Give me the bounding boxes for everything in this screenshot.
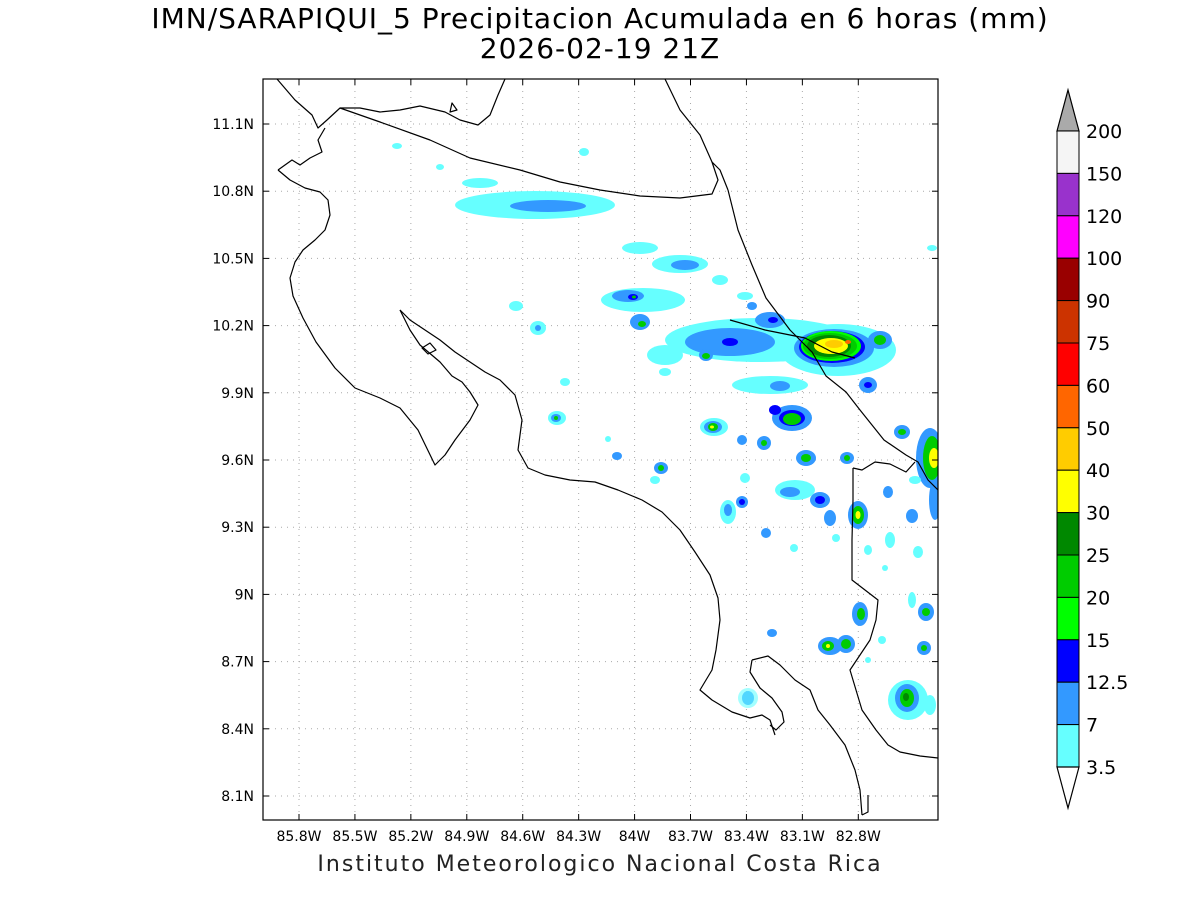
- colorbar-label: 60: [1086, 375, 1110, 397]
- colorbar-swatch: [1056, 300, 1080, 344]
- colorbar-swatch: [1056, 681, 1080, 726]
- colorbar-swatch: [1056, 342, 1080, 386]
- colorbar-swatch: [1056, 384, 1080, 429]
- rain-cell: [509, 242, 728, 335]
- colorbar-swatch: [1056, 512, 1080, 556]
- lon-tick-label: 83.1W: [780, 829, 825, 845]
- colorbar-swatch: [1056, 172, 1080, 217]
- lon-tick-label: 84.6W: [500, 829, 545, 845]
- colorbar-label: 12.5: [1086, 672, 1128, 694]
- credit-footer: Instituto Meteorologico Nacional Costa R…: [317, 852, 883, 877]
- colorbar-label: 75: [1086, 333, 1110, 355]
- rain-cell: [738, 245, 937, 720]
- colorbar-label: 150: [1086, 163, 1122, 185]
- rain-cell-max: [780, 324, 896, 393]
- colorbar-label: 200: [1086, 121, 1122, 143]
- lon-tick-label: 85.2W: [388, 829, 433, 845]
- lon-tick-label: 82.8W: [836, 829, 881, 845]
- colorbar-swatch: [1056, 639, 1080, 683]
- triangle-down-icon: [1056, 766, 1080, 811]
- map-subtitle: 2026-02-19 21Z: [479, 32, 721, 65]
- colorbar-labels: 200 150 120 100 90 75 60 50 40 30 25 20 15 12.5 7 3.5: [1086, 121, 1128, 779]
- precipitation-layer: [392, 143, 938, 720]
- colorbar-label: 120: [1086, 206, 1122, 228]
- lon-tick-label: 84W: [619, 829, 651, 845]
- lon-tick-label: 84.9W: [444, 829, 489, 845]
- colorbar-label: 100: [1086, 248, 1122, 270]
- colorbar-label: 7: [1086, 715, 1098, 737]
- colorbar-label: 40: [1086, 460, 1110, 482]
- colorbar-label: 20: [1086, 587, 1110, 609]
- lat-tick-label: 8.1N: [221, 789, 254, 805]
- colorbar-swatch: [1056, 554, 1080, 598]
- lon-tick-label: 85.5W: [332, 829, 377, 845]
- colorbar-swatch: [1056, 215, 1080, 259]
- lat-tick-label: 10.2N: [212, 319, 254, 335]
- colorbar-label: 90: [1086, 291, 1110, 313]
- rain-cell: [605, 428, 938, 520]
- coastlines: [276, 79, 938, 816]
- colorbar-label: 25: [1086, 545, 1110, 567]
- rain-cell: [392, 143, 615, 219]
- lat-tick-label: 9.6N: [221, 453, 254, 469]
- lat-tick-label: 9.3N: [221, 520, 254, 536]
- triangle-up-icon: [1056, 87, 1080, 132]
- colorbar-swatch: [1056, 724, 1080, 768]
- colorbar-label: 3.5: [1086, 757, 1116, 779]
- colorbar: 200 150 120 100 90 75 60 50 40 30 25 20 15 12.5 7 3.5: [1056, 87, 1128, 811]
- map-title: IMN/SARAPIQUI_5 Precipitacion Acumulada …: [151, 2, 1049, 35]
- colorbar-label: 30: [1086, 503, 1110, 525]
- lat-tick-label: 9.9N: [221, 386, 254, 402]
- rain-cell: [720, 480, 923, 571]
- map-axes: 85.8W 85.5W 85.2W 84.9W 84.6W 84.3W 84W 83.7W 83…: [212, 79, 938, 845]
- colorbar-swatch: [1056, 130, 1080, 174]
- lon-tick-label: 83.7W: [668, 829, 713, 845]
- colorbar-swatch: [1056, 469, 1080, 514]
- colorbar-swatches: [1056, 130, 1080, 768]
- colorbar-swatch: [1056, 596, 1080, 641]
- lon-tick-label: 85.8W: [276, 829, 321, 845]
- rain-cell: [548, 376, 910, 450]
- lat-tick-label: 11.1N: [212, 117, 254, 133]
- colorbar-label: 15: [1086, 630, 1110, 652]
- lon-tick-label: 83.4W: [724, 829, 769, 845]
- colorbar-swatch: [1056, 427, 1080, 471]
- lat-tick-label: 9N: [235, 587, 254, 603]
- lon-tick-label: 84.3W: [556, 829, 601, 845]
- colorbar-label: 50: [1086, 418, 1110, 440]
- map-frame: [262, 78, 939, 821]
- lat-tick-label: 8.4N: [221, 722, 254, 738]
- lat-tick-label: 10.5N: [212, 251, 254, 267]
- lat-tick-label: 8.7N: [221, 655, 254, 671]
- colorbar-swatch: [1056, 257, 1080, 302]
- lat-tick-label: 10.8N: [212, 184, 254, 200]
